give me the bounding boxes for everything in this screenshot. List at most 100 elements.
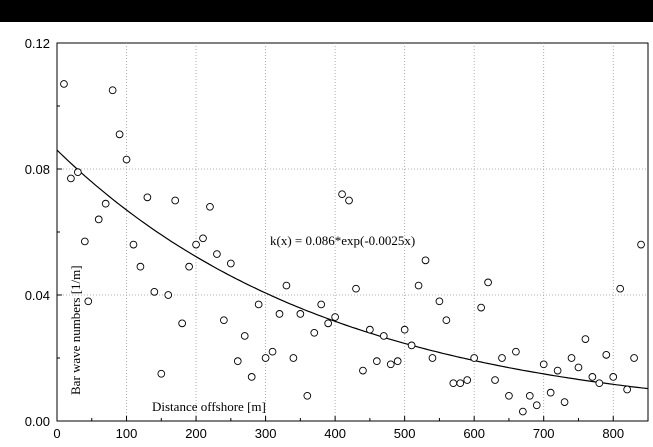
- data-point: [164, 291, 173, 299]
- data-point: [359, 366, 367, 375]
- data-point: [171, 196, 180, 205]
- y-tick-label: 0.08: [25, 162, 50, 177]
- data-point: [254, 300, 263, 309]
- data-point: [609, 373, 618, 381]
- y-tick-label: 0.04: [25, 288, 50, 303]
- data-point: [122, 155, 131, 164]
- top-black-bar: [0, 0, 653, 22]
- data-point: [296, 310, 305, 318]
- data-point: [379, 332, 388, 340]
- data-point: [101, 199, 110, 208]
- data-point: [178, 319, 187, 328]
- data-point: [282, 281, 291, 290]
- data-point: [240, 332, 249, 340]
- data-point: [435, 297, 444, 306]
- x-tick-label: 0: [53, 426, 60, 441]
- data-point: [129, 240, 138, 249]
- x-tick-label: 400: [324, 426, 346, 441]
- data-point: [407, 341, 416, 350]
- data-point: [213, 250, 221, 258]
- x-tick-label: 600: [463, 426, 485, 441]
- data-point: [498, 354, 506, 362]
- data-point: [345, 196, 353, 205]
- data-point: [525, 391, 534, 400]
- data-point: [310, 328, 319, 337]
- fit-equation-label: k(x) = 0.086*exp(-0.0025x): [270, 233, 415, 248]
- data-point: [289, 354, 298, 362]
- data-point: [442, 316, 451, 325]
- data-point: [60, 80, 68, 88]
- grid-lines: [57, 43, 648, 421]
- data-point: [581, 335, 590, 343]
- data-point: [393, 357, 402, 366]
- data-point: [428, 354, 437, 362]
- x-tick-label: 300: [255, 426, 277, 441]
- data-point: [553, 366, 562, 375]
- x-tick-label: 500: [394, 426, 416, 441]
- data-point: [477, 303, 485, 312]
- data-point: [136, 262, 145, 271]
- data-point: [546, 388, 555, 397]
- data-point: [567, 354, 576, 362]
- data-point: [352, 284, 360, 293]
- x-axis-label: Distance offshore [m]: [152, 399, 266, 414]
- x-tick-label: 800: [602, 426, 624, 441]
- data-point: [115, 130, 124, 139]
- data-point: [456, 379, 465, 388]
- data-point: [143, 193, 152, 202]
- data-point: [532, 401, 541, 410]
- data-point: [261, 354, 270, 362]
- x-axis-ticks: 0 100 200 300 400 500 600 700 800: [53, 416, 624, 441]
- data-point: [220, 316, 228, 325]
- data-point: [414, 281, 423, 290]
- data-point: [366, 325, 374, 334]
- data-point: [400, 325, 409, 334]
- data-point: [630, 354, 638, 362]
- data-point: [80, 237, 89, 246]
- data-point: [192, 240, 200, 249]
- data-point: [616, 284, 625, 293]
- y-axis-label: Bar wave numbers [1/m]: [68, 265, 83, 395]
- data-point: [421, 256, 430, 265]
- data-point: [470, 354, 479, 362]
- x-tick-label: 100: [116, 426, 138, 441]
- y-tick-label: 0.00: [25, 414, 50, 429]
- y-axis-ticks: 0.00 0.04 0.08 0.12: [25, 36, 62, 429]
- data-point: [512, 347, 520, 356]
- data-point: [226, 259, 235, 268]
- data-point: [275, 310, 284, 318]
- data-point: [560, 398, 569, 406]
- data-point: [247, 373, 256, 381]
- data-point: [324, 319, 333, 328]
- data-point: [574, 363, 583, 372]
- data-point: [386, 360, 395, 369]
- data-point: [185, 262, 193, 271]
- data-point: [233, 357, 242, 366]
- data-point: [303, 391, 312, 400]
- plot-area: [56, 42, 649, 422]
- data-point: [595, 379, 604, 388]
- data-point: [108, 86, 117, 95]
- y-tick-label: 0.12: [25, 36, 50, 51]
- data-point: [331, 313, 339, 321]
- data-point: [463, 376, 472, 384]
- data-point: [150, 288, 159, 296]
- data-point: [588, 373, 597, 381]
- data-point: [518, 407, 527, 416]
- data-point: [372, 357, 381, 366]
- data-point: [74, 168, 82, 177]
- data-point: [268, 347, 277, 356]
- data-point: [449, 379, 458, 388]
- data-point: [338, 190, 346, 199]
- data-point: [637, 240, 645, 249]
- data-point: [539, 360, 548, 369]
- x-tick-label: 700: [533, 426, 555, 441]
- fit-curve: [56, 149, 649, 390]
- data-point: [206, 202, 214, 211]
- data-point: [94, 215, 103, 224]
- data-point: [505, 391, 513, 400]
- x-tick-label: 200: [185, 426, 207, 441]
- data-point: [491, 376, 499, 384]
- data-point: [84, 297, 93, 306]
